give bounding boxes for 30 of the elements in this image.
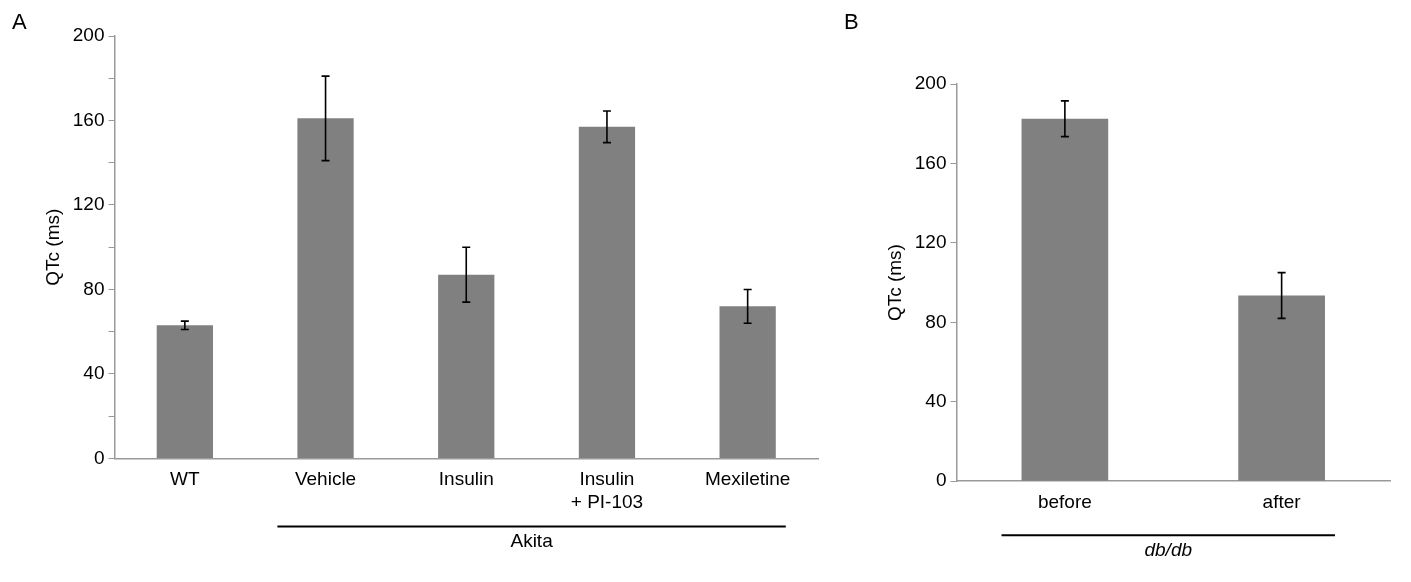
y-tick-label: 200 (914, 72, 947, 94)
bar (578, 126, 636, 458)
y-tick-label: 0 (935, 469, 947, 491)
chart-title: A (12, 9, 27, 35)
y-tick-label: 40 (925, 389, 947, 411)
y-tick-label: 160 (72, 108, 105, 130)
y-tick-label: 120 (914, 231, 947, 253)
x-tick-label: Insulin + PI-103 (570, 468, 644, 512)
text: db/db (1144, 538, 1193, 560)
y-tick-label: 200 (72, 24, 105, 46)
y-tick-label: 160 (914, 151, 947, 173)
x-tick-label: Mexiletine (704, 468, 791, 490)
x-tick-label: before (1037, 490, 1092, 512)
chart-title: B (844, 9, 859, 35)
y-axis-title: QTc (ms) (41, 208, 63, 286)
y-tick-label: 40 (83, 362, 105, 384)
y-axis-title: QTc (ms) (883, 244, 905, 322)
bar (297, 118, 354, 458)
text: Akita (510, 530, 554, 552)
x-tick-label: Insulin (438, 468, 494, 490)
y-tick-label: 80 (925, 310, 947, 332)
x-tick-label: Vehicle (294, 468, 357, 490)
x-tick-label: after (1262, 490, 1302, 512)
y-tick-label: 120 (72, 193, 105, 215)
y-tick-label: 0 (93, 446, 105, 468)
bar (156, 325, 213, 458)
bar (719, 306, 776, 458)
x-tick-label: WT (170, 468, 201, 490)
y-tick-label: 80 (83, 277, 105, 299)
bar (438, 274, 495, 458)
